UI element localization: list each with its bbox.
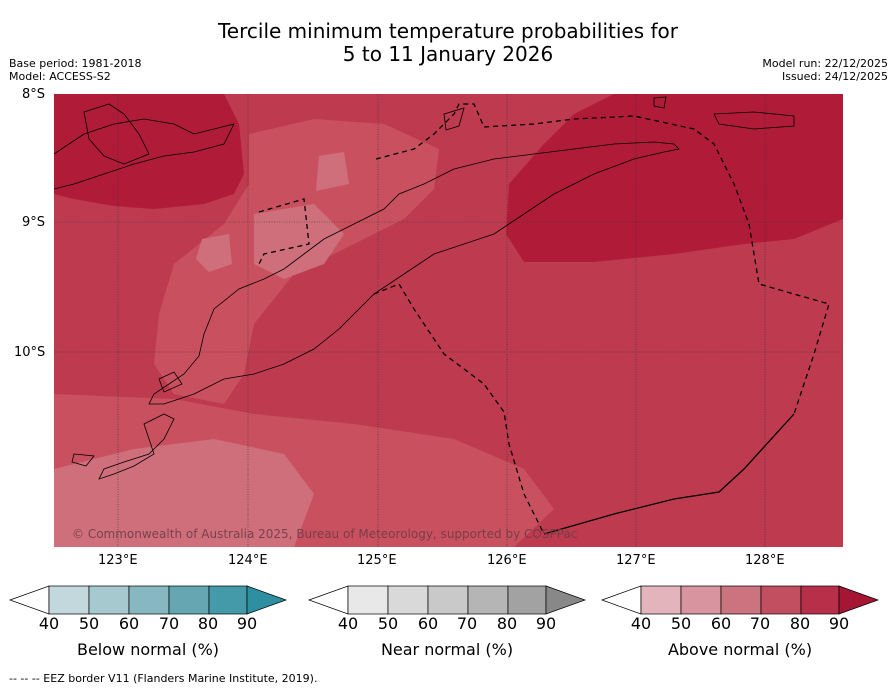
field-60-patch-1 — [254, 204, 344, 279]
cb-near-tick-80: 80 — [496, 614, 518, 633]
issued-date: Issued: 24/12/2025 — [781, 70, 888, 83]
meta-right: Model run: 22/12/2025 Issued: 24/12/2025 — [762, 57, 888, 83]
field-80-east-slope — [694, 369, 843, 547]
coast-atauro — [443, 107, 465, 131]
lon-label-124e: 124°E — [228, 553, 268, 568]
cb-below-tick-70: 70 — [158, 614, 180, 633]
cb-above-tick-40: 40 — [630, 614, 652, 633]
base-period: Base period: 1981-2018 — [9, 57, 142, 70]
copyright-notice: © Commonwealth of Australia 2025, Bureau… — [72, 527, 578, 541]
lat-label-9s: 9°S — [22, 215, 46, 230]
cb-below-tick-60: 60 — [118, 614, 140, 633]
title-line-2: 5 to 11 January 2026 — [342, 42, 554, 66]
field-90-northwest — [54, 94, 244, 209]
cb-above-tick-50: 50 — [670, 614, 692, 633]
cb-near-tick-90: 90 — [535, 614, 557, 633]
colorbar-above-extend-high — [838, 585, 880, 615]
colorbar-near-seg-4 — [507, 585, 547, 615]
coast-sawu — [71, 453, 95, 467]
colorbar-near — [307, 585, 587, 615]
colorbar-above-seg-4 — [800, 585, 840, 615]
eez-footnote: -- -- -- EEZ border V11 (Flanders Marine… — [9, 672, 318, 685]
field-90-east — [506, 94, 843, 262]
eez-line-north — [258, 198, 310, 265]
cb-near-tick-40: 40 — [337, 614, 359, 633]
colorbar-below-seg-3 — [168, 585, 210, 615]
cb-near-tick-60: 60 — [417, 614, 439, 633]
coast-semau — [158, 371, 183, 393]
model-name: Model: ACCESS-S2 — [9, 70, 111, 83]
colorbar-near-extend-low — [307, 585, 349, 615]
colorbar-near-seg-3 — [467, 585, 509, 615]
colorbar-below-label: Below normal (%) — [76, 640, 220, 659]
colorbar-below — [8, 585, 288, 615]
coast-timor — [148, 141, 680, 405]
colorbar-below-seg-1 — [88, 585, 130, 615]
colorbar-below-extend-low — [8, 585, 50, 615]
cb-below-tick-40: 40 — [38, 614, 60, 633]
colorbar-above-seg-2 — [720, 585, 762, 615]
cb-above-tick-60: 60 — [710, 614, 732, 633]
colorbar-above-seg-3 — [760, 585, 802, 615]
coastlines — [54, 96, 795, 480]
cb-above-tick-90: 90 — [828, 614, 850, 633]
colorbar-above — [600, 585, 880, 615]
eez-border — [258, 103, 830, 535]
cb-near-tick-50: 50 — [377, 614, 399, 633]
cb-near-tick-70: 70 — [456, 614, 478, 633]
colorbar-below-seg-0 — [48, 585, 90, 615]
eez-line-inner — [373, 283, 545, 535]
colorbar-above-label: Above normal (%) — [667, 640, 813, 659]
colorbar-near-seg-2 — [427, 585, 469, 615]
field-60-southwest — [54, 439, 314, 547]
cb-below-tick-80: 80 — [197, 614, 219, 633]
probability-map: © Commonwealth of Australia 2025, Bureau… — [54, 94, 843, 547]
lon-label-127e: 127°E — [616, 553, 656, 568]
coast-wetar — [713, 111, 795, 130]
colorbar-below-seg-4 — [208, 585, 248, 615]
colorbar-below-extend-high — [246, 585, 288, 615]
lon-label-123e: 123°E — [98, 553, 138, 568]
field-60-patch-3 — [196, 234, 232, 272]
coast-small-island-1 — [653, 96, 667, 109]
colorbar-above-seg-1 — [680, 585, 722, 615]
cb-above-tick-70: 70 — [749, 614, 771, 633]
colorbar-below-seg-2 — [128, 585, 170, 615]
lon-label-126e: 126°E — [487, 553, 527, 568]
cb-below-tick-90: 90 — [236, 614, 258, 633]
colorbar-near-label: Near normal (%) — [380, 640, 514, 659]
colorbar-near-extend-high — [545, 585, 587, 615]
colorbar-above-extend-low — [600, 585, 642, 615]
model-run: Model run: 22/12/2025 — [762, 57, 888, 70]
chart-title: Tercile minimum temperature probabilitie… — [0, 20, 896, 66]
colorbar-near-seg-0 — [347, 585, 389, 615]
colorbar-near-seg-1 — [387, 585, 429, 615]
coast-alor — [54, 118, 235, 190]
eez-line-south-solid — [543, 413, 795, 535]
gridlines — [54, 94, 843, 547]
cb-above-tick-80: 80 — [789, 614, 811, 633]
cb-below-tick-50: 50 — [78, 614, 100, 633]
field-60-patch-2 — [316, 152, 349, 191]
coast-rote — [98, 413, 175, 480]
eez-line-central — [375, 103, 830, 415]
lon-label-125e: 125°E — [357, 553, 397, 568]
coast-flores-east — [83, 103, 150, 165]
colorbars-svg — [8, 585, 880, 615]
lat-label-10s: 10°S — [14, 345, 46, 360]
colorbar-above-seg-0 — [640, 585, 682, 615]
title-line-1: Tercile minimum temperature probabilitie… — [217, 19, 679, 43]
lat-label-8s: 8°S — [22, 87, 46, 102]
map-svg — [54, 94, 843, 547]
lon-label-128e: 128°E — [745, 553, 785, 568]
meta-left: Base period: 1981-2018 Model: ACCESS-S2 — [9, 57, 141, 83]
